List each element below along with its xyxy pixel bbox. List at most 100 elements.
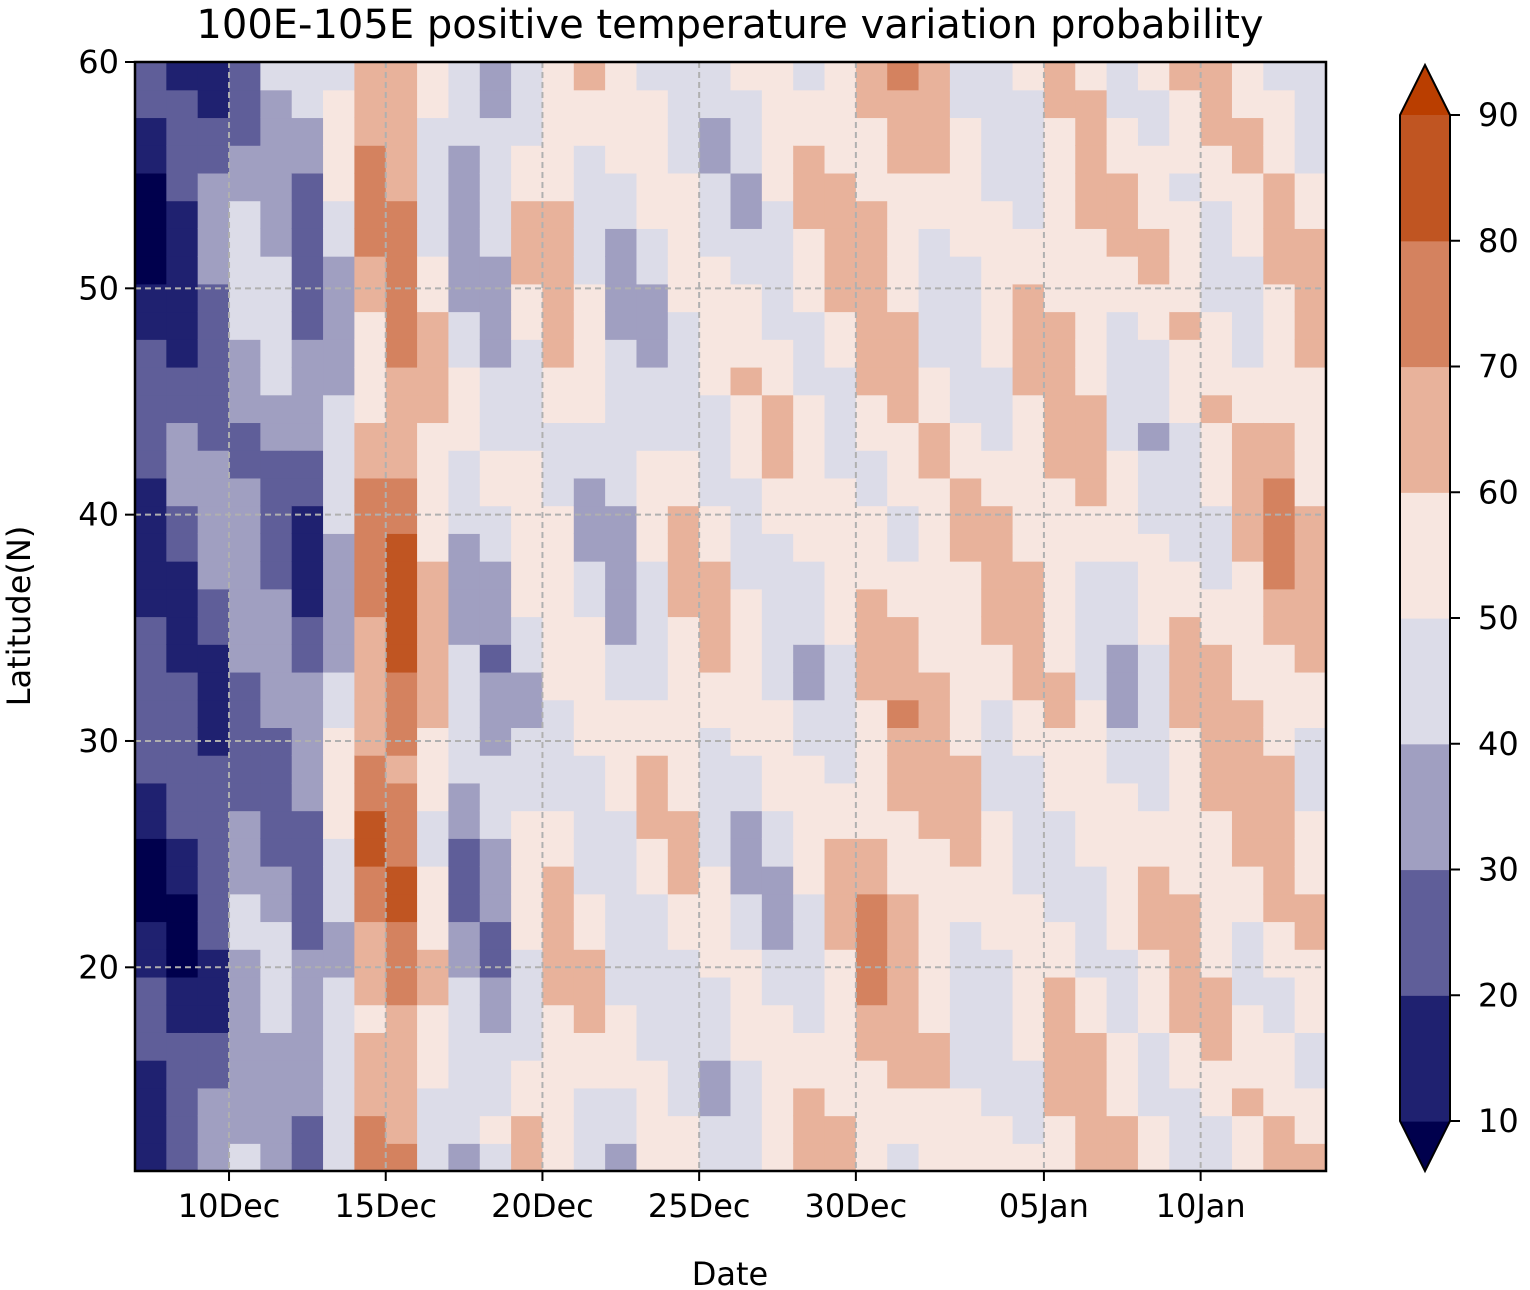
contour-cell: [761, 755, 794, 784]
contour-cell: [887, 866, 920, 895]
contour-cell: [229, 1115, 261, 1144]
contour-cell: [1294, 1060, 1327, 1089]
contour-cell: [542, 976, 575, 1006]
contour-cell: [1012, 311, 1045, 340]
contour-cell: [1075, 755, 1108, 784]
contour-cell: [667, 727, 700, 756]
contour-cell: [1200, 1004, 1233, 1033]
contour-cell: [824, 256, 857, 285]
contour-cell: [1043, 1143, 1076, 1172]
contour-cell: [1231, 976, 1264, 1006]
contour-cell: [887, 394, 920, 424]
contour-cell: [918, 533, 951, 562]
contour-cell: [1231, 893, 1264, 923]
contour-cell: [135, 699, 167, 728]
contour-cell: [1137, 838, 1170, 867]
contour-cell: [573, 755, 606, 784]
contour-cell: [573, 228, 606, 257]
contour-cell: [573, 89, 606, 119]
contour-cell: [135, 505, 167, 534]
contour-cell: [1043, 228, 1076, 257]
contour-cell: [229, 866, 261, 895]
contour-cell: [573, 699, 606, 728]
contour-cell: [448, 810, 481, 839]
contour-cell: [1043, 755, 1076, 784]
contour-cell: [636, 422, 669, 451]
contour-cell: [667, 505, 700, 534]
contour-cell: [542, 616, 575, 645]
contour-cell: [229, 921, 261, 950]
colorbar-segment: [1400, 492, 1450, 619]
contour-cell: [636, 394, 669, 424]
contour-cell: [887, 450, 920, 479]
contour-cell: [1137, 1004, 1170, 1033]
contour-cell: [1012, 505, 1045, 534]
contour-cell: [949, 616, 982, 645]
contour-cell: [887, 505, 920, 534]
contour-cell: [949, 200, 982, 229]
contour-cell: [1137, 1115, 1170, 1144]
contour-cell: [605, 1060, 638, 1089]
contour-cell: [981, 1060, 1014, 1089]
contour-cell: [197, 561, 230, 590]
contour-cell: [1137, 616, 1170, 645]
contour-cell: [135, 477, 167, 507]
contour-cell: [542, 200, 575, 229]
contour-cell: [135, 616, 167, 645]
contour-cell: [1231, 477, 1264, 507]
contour-cell: [354, 976, 387, 1006]
contour-cell: [1231, 1087, 1264, 1117]
chart-title: 100E-105E positive temperature variation…: [196, 2, 1263, 48]
contour-cell: [542, 1032, 575, 1061]
x-tick-label: 10Dec: [178, 1187, 281, 1225]
contour-cell: [761, 671, 794, 701]
contour-cell: [323, 976, 355, 1006]
contour-cell: [260, 339, 293, 368]
contour-cell: [1137, 533, 1170, 562]
contour-cell: [385, 172, 418, 202]
contour-cell: [887, 616, 920, 645]
contour-cell: [166, 62, 199, 91]
contour-cell: [260, 1087, 293, 1117]
contour-cell: [1137, 477, 1170, 507]
contour-cell: [385, 949, 418, 978]
contour-cell: [260, 450, 293, 479]
contour-cell: [1043, 477, 1076, 507]
contour-cell: [479, 1087, 512, 1117]
contour-cell: [981, 311, 1014, 340]
contour-cell: [197, 976, 230, 1006]
contour-cell: [229, 117, 261, 146]
contour-cell: [1012, 1032, 1045, 1061]
contour-cell: [1169, 477, 1202, 507]
contour-cell: [1263, 1143, 1296, 1172]
contour-cell: [1200, 394, 1233, 424]
contour-cell: [1169, 561, 1202, 590]
contour-cell: [761, 866, 794, 895]
contour-cell: [887, 477, 920, 507]
contour-cell: [1012, 117, 1045, 146]
colorbar-tick-label: 50: [1478, 599, 1519, 637]
contour-cell: [448, 1004, 481, 1033]
contour-cell: [542, 755, 575, 784]
contour-cell: [511, 976, 544, 1006]
contour-cell: [1137, 172, 1170, 202]
contour-cell: [135, 644, 167, 673]
contour-cell: [291, 838, 324, 867]
contour-cell: [761, 976, 794, 1006]
contour-cell: [636, 671, 669, 701]
contour-cell: [479, 145, 512, 174]
contour-cell: [793, 949, 826, 978]
contour-cell: [166, 89, 199, 119]
contour-cell: [542, 117, 575, 146]
contour-cell: [855, 616, 888, 645]
contour-cell: [636, 838, 669, 867]
contour-cell: [824, 1115, 857, 1144]
contour-cell: [1106, 256, 1139, 285]
contour-cell: [166, 671, 199, 701]
contour-cell: [761, 1087, 794, 1117]
contour-cell: [542, 1115, 575, 1144]
contour-cell: [1263, 422, 1296, 451]
contour-cell: [730, 172, 763, 202]
contour-cell: [354, 62, 387, 91]
contour-cell: [699, 533, 732, 562]
